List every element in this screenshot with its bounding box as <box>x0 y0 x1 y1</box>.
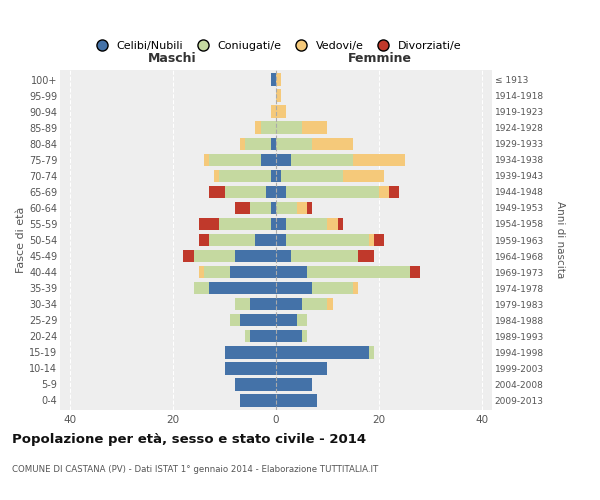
Bar <box>276 122 302 134</box>
Bar <box>271 218 276 230</box>
Bar <box>230 314 240 326</box>
Bar <box>276 218 286 230</box>
Bar <box>209 234 256 246</box>
Bar <box>214 170 220 182</box>
Bar <box>276 282 312 294</box>
Bar <box>379 186 389 198</box>
Bar <box>209 282 276 294</box>
Bar <box>276 90 281 102</box>
Bar <box>276 186 286 198</box>
Bar <box>374 234 384 246</box>
Bar <box>353 282 358 294</box>
Bar <box>276 314 296 326</box>
Bar <box>276 74 281 86</box>
Y-axis label: Anni di nascita: Anni di nascita <box>555 202 565 278</box>
Bar <box>199 266 204 278</box>
Y-axis label: Fasce di età: Fasce di età <box>16 207 26 273</box>
Bar <box>260 122 276 134</box>
Bar <box>286 186 379 198</box>
Bar <box>245 138 271 150</box>
Bar <box>296 314 307 326</box>
Text: COMUNE DI CASTANA (PV) - Dati ISTAT 1° gennaio 2014 - Elaborazione TUTTITALIA.IT: COMUNE DI CASTANA (PV) - Dati ISTAT 1° g… <box>12 466 378 474</box>
Bar <box>224 346 276 358</box>
Bar <box>256 234 276 246</box>
Bar <box>328 218 338 230</box>
Bar <box>199 218 220 230</box>
Bar <box>307 202 312 214</box>
Bar <box>271 74 276 86</box>
Bar <box>276 202 296 214</box>
Bar <box>235 250 276 262</box>
Bar <box>235 378 276 390</box>
Bar <box>292 154 353 166</box>
Bar <box>224 362 276 374</box>
Bar <box>276 250 292 262</box>
Bar <box>353 154 404 166</box>
Bar <box>312 138 353 150</box>
Bar <box>292 250 358 262</box>
Bar <box>281 170 343 182</box>
Bar <box>256 122 260 134</box>
Bar <box>271 202 276 214</box>
Bar <box>250 202 271 214</box>
Bar <box>220 170 271 182</box>
Bar <box>220 218 271 230</box>
Bar <box>276 394 317 406</box>
Bar <box>276 106 286 118</box>
Bar <box>312 282 353 294</box>
Bar <box>276 234 286 246</box>
Text: Femmine: Femmine <box>347 52 412 65</box>
Bar <box>276 330 302 342</box>
Bar <box>302 122 328 134</box>
Bar <box>276 346 368 358</box>
Legend: Celibi/Nubili, Coniugati/e, Vedovi/e, Divorziati/e: Celibi/Nubili, Coniugati/e, Vedovi/e, Di… <box>91 41 461 51</box>
Bar <box>235 202 250 214</box>
Bar <box>276 154 292 166</box>
Bar <box>302 330 307 342</box>
Bar <box>368 234 374 246</box>
Bar <box>276 298 302 310</box>
Bar <box>307 266 410 278</box>
Bar <box>358 250 374 262</box>
Bar <box>271 170 276 182</box>
Bar <box>302 298 328 310</box>
Bar <box>271 106 276 118</box>
Bar <box>271 138 276 150</box>
Bar <box>296 202 307 214</box>
Bar <box>194 282 209 294</box>
Bar <box>199 234 209 246</box>
Bar <box>276 266 307 278</box>
Bar <box>343 170 384 182</box>
Bar <box>240 138 245 150</box>
Bar <box>266 186 276 198</box>
Bar <box>204 154 209 166</box>
Bar <box>368 346 374 358</box>
Bar <box>245 330 250 342</box>
Bar <box>286 218 328 230</box>
Bar <box>410 266 420 278</box>
Bar <box>240 394 276 406</box>
Bar <box>328 298 332 310</box>
Bar <box>276 362 328 374</box>
Bar <box>389 186 400 198</box>
Bar <box>209 186 224 198</box>
Bar <box>276 378 312 390</box>
Bar <box>184 250 194 262</box>
Bar <box>240 314 276 326</box>
Bar <box>276 138 312 150</box>
Bar <box>260 154 276 166</box>
Bar <box>204 266 230 278</box>
Text: Popolazione per età, sesso e stato civile - 2014: Popolazione per età, sesso e stato civil… <box>12 432 366 446</box>
Bar <box>276 170 281 182</box>
Bar <box>194 250 235 262</box>
Bar <box>209 154 260 166</box>
Bar <box>250 330 276 342</box>
Bar <box>230 266 276 278</box>
Text: Maschi: Maschi <box>148 52 197 65</box>
Bar <box>250 298 276 310</box>
Bar <box>338 218 343 230</box>
Bar <box>224 186 266 198</box>
Bar <box>286 234 368 246</box>
Bar <box>235 298 250 310</box>
